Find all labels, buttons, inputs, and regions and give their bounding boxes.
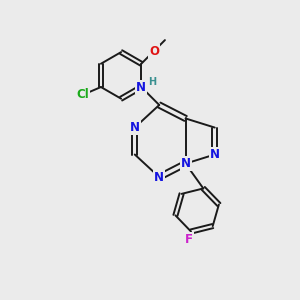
Text: N: N [181,157,190,170]
Text: Cl: Cl [76,88,89,101]
Text: N: N [154,171,164,184]
Text: N: N [210,148,220,161]
Text: H: H [148,77,157,87]
Text: F: F [185,233,193,246]
Text: N: N [130,121,140,134]
Text: N: N [136,80,146,94]
Text: O: O [149,45,159,58]
